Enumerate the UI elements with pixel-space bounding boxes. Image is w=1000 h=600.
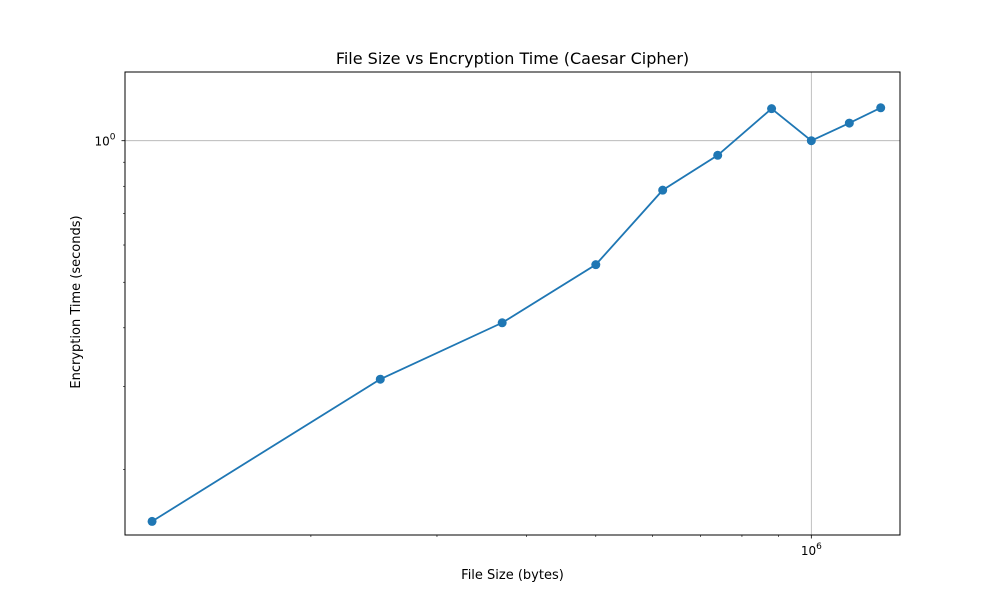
series-layer	[147, 103, 886, 526]
x-tick-label: 106	[801, 542, 822, 558]
y-axis-label: Encryption Time (seconds)	[69, 215, 84, 388]
data-point	[658, 185, 668, 195]
data-point	[375, 374, 385, 384]
data-point	[147, 516, 157, 526]
data-point	[497, 318, 507, 328]
series-line	[151, 106, 882, 523]
data-point	[767, 104, 777, 114]
data-point	[844, 118, 854, 128]
y-tick-label: 100	[94, 133, 115, 149]
x-axis-label: File Size (bytes)	[461, 568, 564, 583]
data-point	[806, 136, 816, 146]
data-point	[713, 150, 723, 160]
grid	[125, 72, 900, 535]
data-point	[591, 260, 601, 270]
chart-title: File Size vs Encryption Time (Caesar Cip…	[336, 49, 689, 68]
data-point	[876, 103, 886, 113]
plot-frame	[124, 71, 901, 536]
